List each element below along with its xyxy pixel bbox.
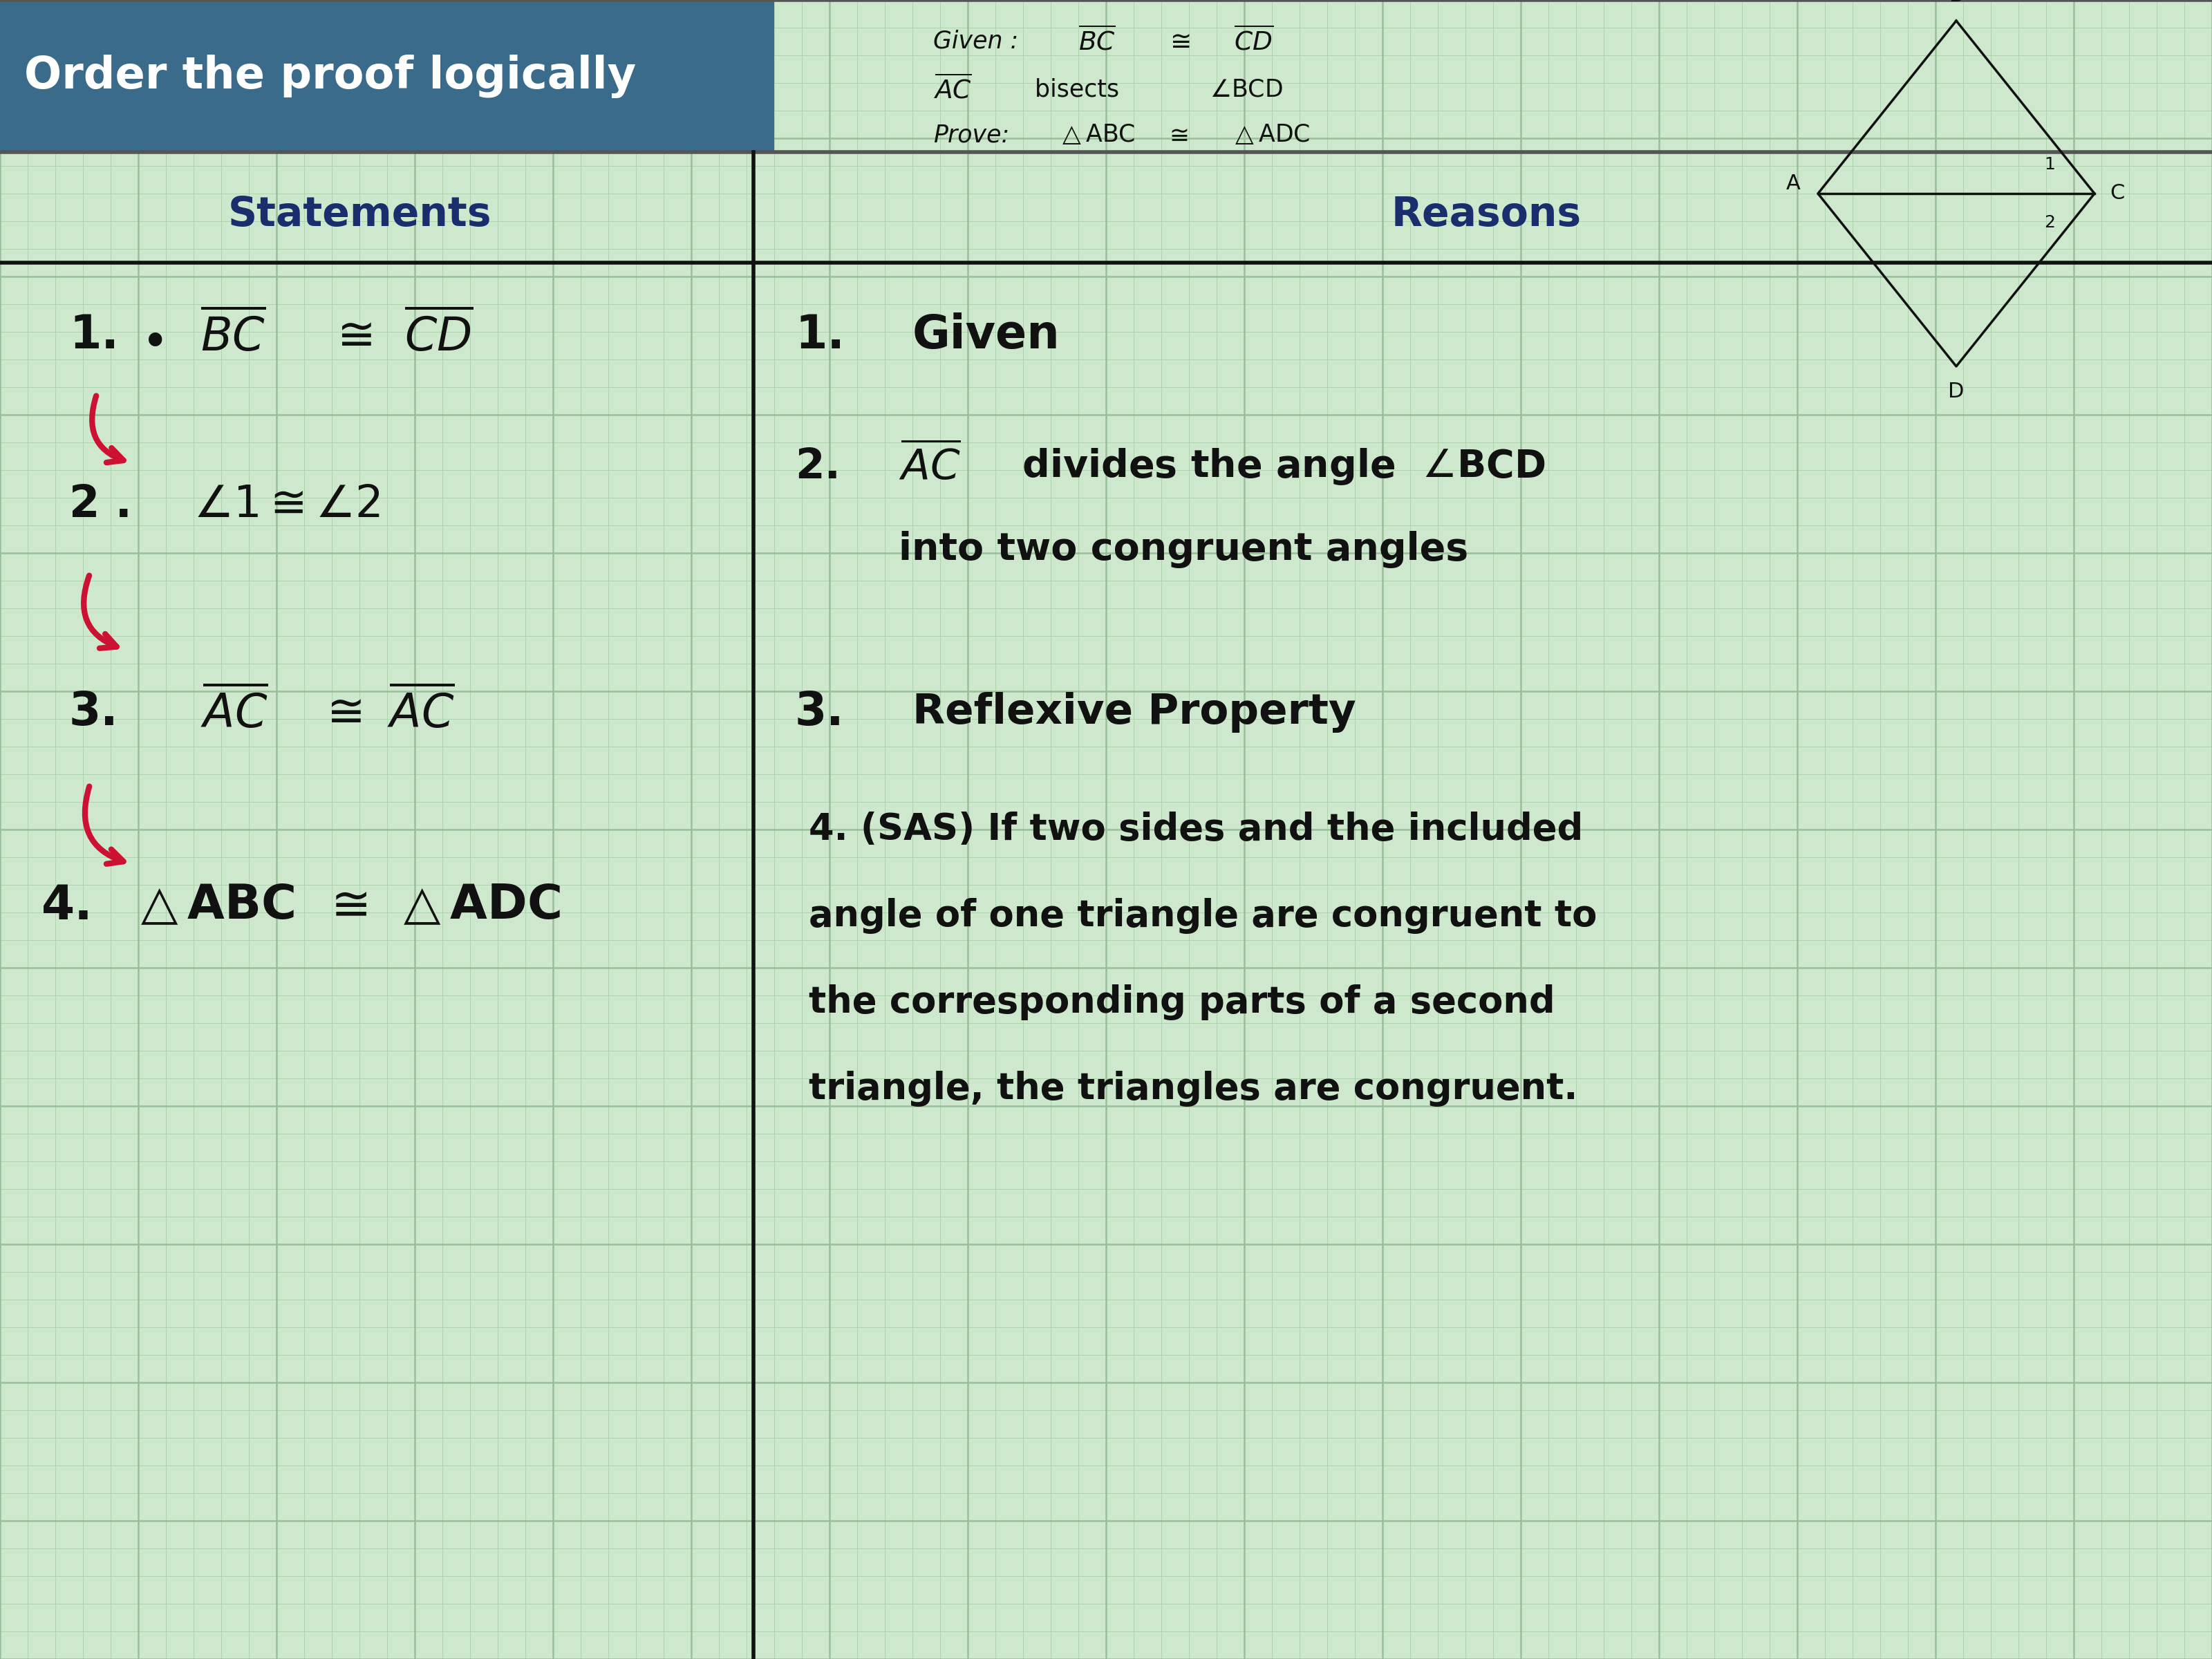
Text: Statements: Statements — [228, 194, 491, 234]
Text: $\triangle$ABC: $\triangle$ABC — [131, 883, 294, 929]
Text: $\overline{BC}$: $\overline{BC}$ — [1079, 27, 1115, 56]
Text: $\angle$BCD: $\angle$BCD — [1210, 78, 1283, 101]
Text: $\overline{AC}$: $\overline{AC}$ — [898, 445, 960, 489]
Text: 2 .: 2 . — [69, 483, 133, 526]
Text: B: B — [1949, 0, 1964, 5]
Text: $\triangle$ABC: $\triangle$ABC — [1057, 123, 1135, 146]
Text: •: • — [142, 320, 168, 367]
Text: $\cong$: $\cong$ — [1166, 28, 1190, 53]
Text: $\overline{CD}$: $\overline{CD}$ — [1234, 27, 1274, 56]
Text: $\overline{AC}$: $\overline{AC}$ — [387, 687, 456, 737]
Text: 4. (SAS) If two sides and the included: 4. (SAS) If two sides and the included — [810, 811, 1584, 848]
Text: angle of one triangle are congruent to: angle of one triangle are congruent to — [810, 898, 1597, 934]
Text: $\cong$: $\cong$ — [321, 883, 367, 929]
Text: triangle, the triangles are congruent.: triangle, the triangles are congruent. — [810, 1070, 1577, 1107]
FancyArrowPatch shape — [93, 397, 124, 463]
Text: $\overline{AC}$: $\overline{AC}$ — [201, 687, 268, 737]
Text: 1.: 1. — [69, 312, 119, 358]
Text: $\overline{AC}$: $\overline{AC}$ — [933, 76, 971, 105]
Text: D: D — [1949, 382, 1964, 401]
FancyArrowPatch shape — [84, 576, 117, 649]
Text: 2.: 2. — [794, 446, 841, 488]
Text: Order the proof logically: Order the proof logically — [24, 55, 637, 98]
Text: 2: 2 — [2044, 214, 2055, 231]
FancyBboxPatch shape — [0, 0, 774, 153]
FancyArrowPatch shape — [84, 786, 124, 864]
Text: $\triangle$ADC: $\triangle$ADC — [1230, 123, 1310, 146]
Text: Prove:: Prove: — [933, 123, 1009, 146]
Text: 1: 1 — [2044, 156, 2055, 173]
Text: 3.: 3. — [69, 688, 119, 735]
Text: Given :: Given : — [933, 30, 1026, 53]
Text: $\overline{CD}$: $\overline{CD}$ — [405, 310, 473, 360]
Text: C: C — [2110, 184, 2124, 204]
Text: $\angle 1 \cong \angle 2$: $\angle 1 \cong \angle 2$ — [195, 483, 380, 526]
Text: Reasons: Reasons — [1391, 194, 1582, 234]
Text: Reflexive Property: Reflexive Property — [914, 692, 1356, 732]
Text: 4.: 4. — [42, 883, 93, 929]
Text: $\cong$: $\cong$ — [327, 312, 372, 358]
Text: divides the angle  $\angle$BCD: divides the angle $\angle$BCD — [995, 446, 1546, 486]
Text: the corresponding parts of a second: the corresponding parts of a second — [810, 984, 1555, 1020]
Text: bisects: bisects — [1020, 78, 1126, 101]
Text: $\cong$: $\cong$ — [1166, 123, 1188, 146]
Text: into two congruent angles: into two congruent angles — [898, 531, 1469, 567]
Text: A: A — [1787, 173, 1801, 192]
Text: $\overline{BC}$: $\overline{BC}$ — [201, 310, 265, 360]
Text: 3.: 3. — [794, 688, 845, 735]
Text: $\triangle$ADC: $\triangle$ADC — [394, 883, 560, 929]
Text: $\cong$: $\cong$ — [319, 688, 363, 735]
Text: 1.: 1. — [794, 312, 845, 358]
Text: Given: Given — [914, 312, 1060, 358]
